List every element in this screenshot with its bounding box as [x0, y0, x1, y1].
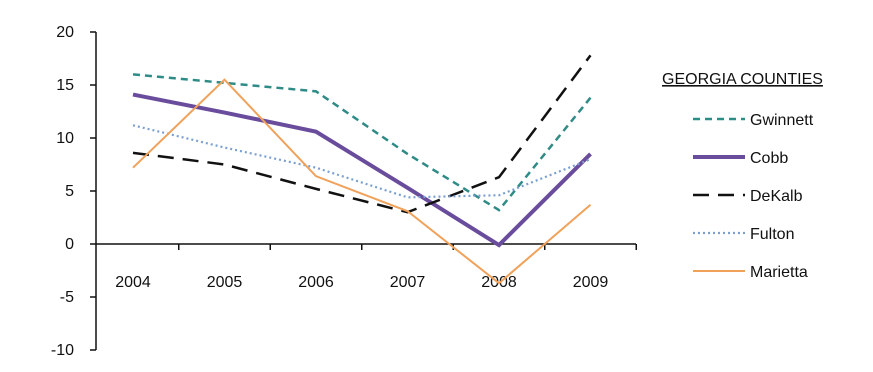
series-line-cobb	[132, 92, 592, 248]
series-line-fulton	[132, 124, 591, 199]
y-tick-labels: -10 -5 0 5 10 15 20	[51, 24, 74, 359]
legend: GEORGIA COUNTIES Gwinnett Cobb DeKalb Fulto…	[662, 71, 823, 281]
y-tick-label: 0	[65, 236, 74, 253]
y-tick-label: -5	[60, 289, 74, 306]
x-tick-label: 2005	[207, 274, 243, 291]
legend-label-cobb: Cobb	[750, 150, 788, 167]
y-tick-label: 15	[56, 77, 74, 94]
series-line-dekalb	[132, 54, 592, 214]
legend-label-marietta: Marietta	[750, 264, 808, 281]
legend-label-gwinnett: Gwinnett	[750, 112, 814, 129]
chart-series	[132, 54, 592, 285]
x-tick-label: 2004	[115, 274, 151, 291]
x-tick-label: 2009	[573, 274, 609, 291]
series-line-marietta	[132, 78, 592, 285]
y-tick-label: 5	[65, 183, 74, 200]
x-tick-label: 2006	[298, 274, 334, 291]
legend-label-dekalb: DeKalb	[750, 188, 803, 205]
x-tick-labels: 2004 2005 2006 2007 2008 2009	[115, 274, 608, 291]
y-tick-label: 20	[56, 24, 74, 41]
y-tick-label: -10	[51, 342, 74, 359]
legend-title: GEORGIA COUNTIES	[662, 71, 823, 88]
y-tick-label: 10	[56, 130, 74, 147]
legend-label-fulton: Fulton	[750, 226, 794, 243]
series-line-gwinnett	[132, 73, 592, 212]
x-tick-label: 2007	[390, 274, 426, 291]
